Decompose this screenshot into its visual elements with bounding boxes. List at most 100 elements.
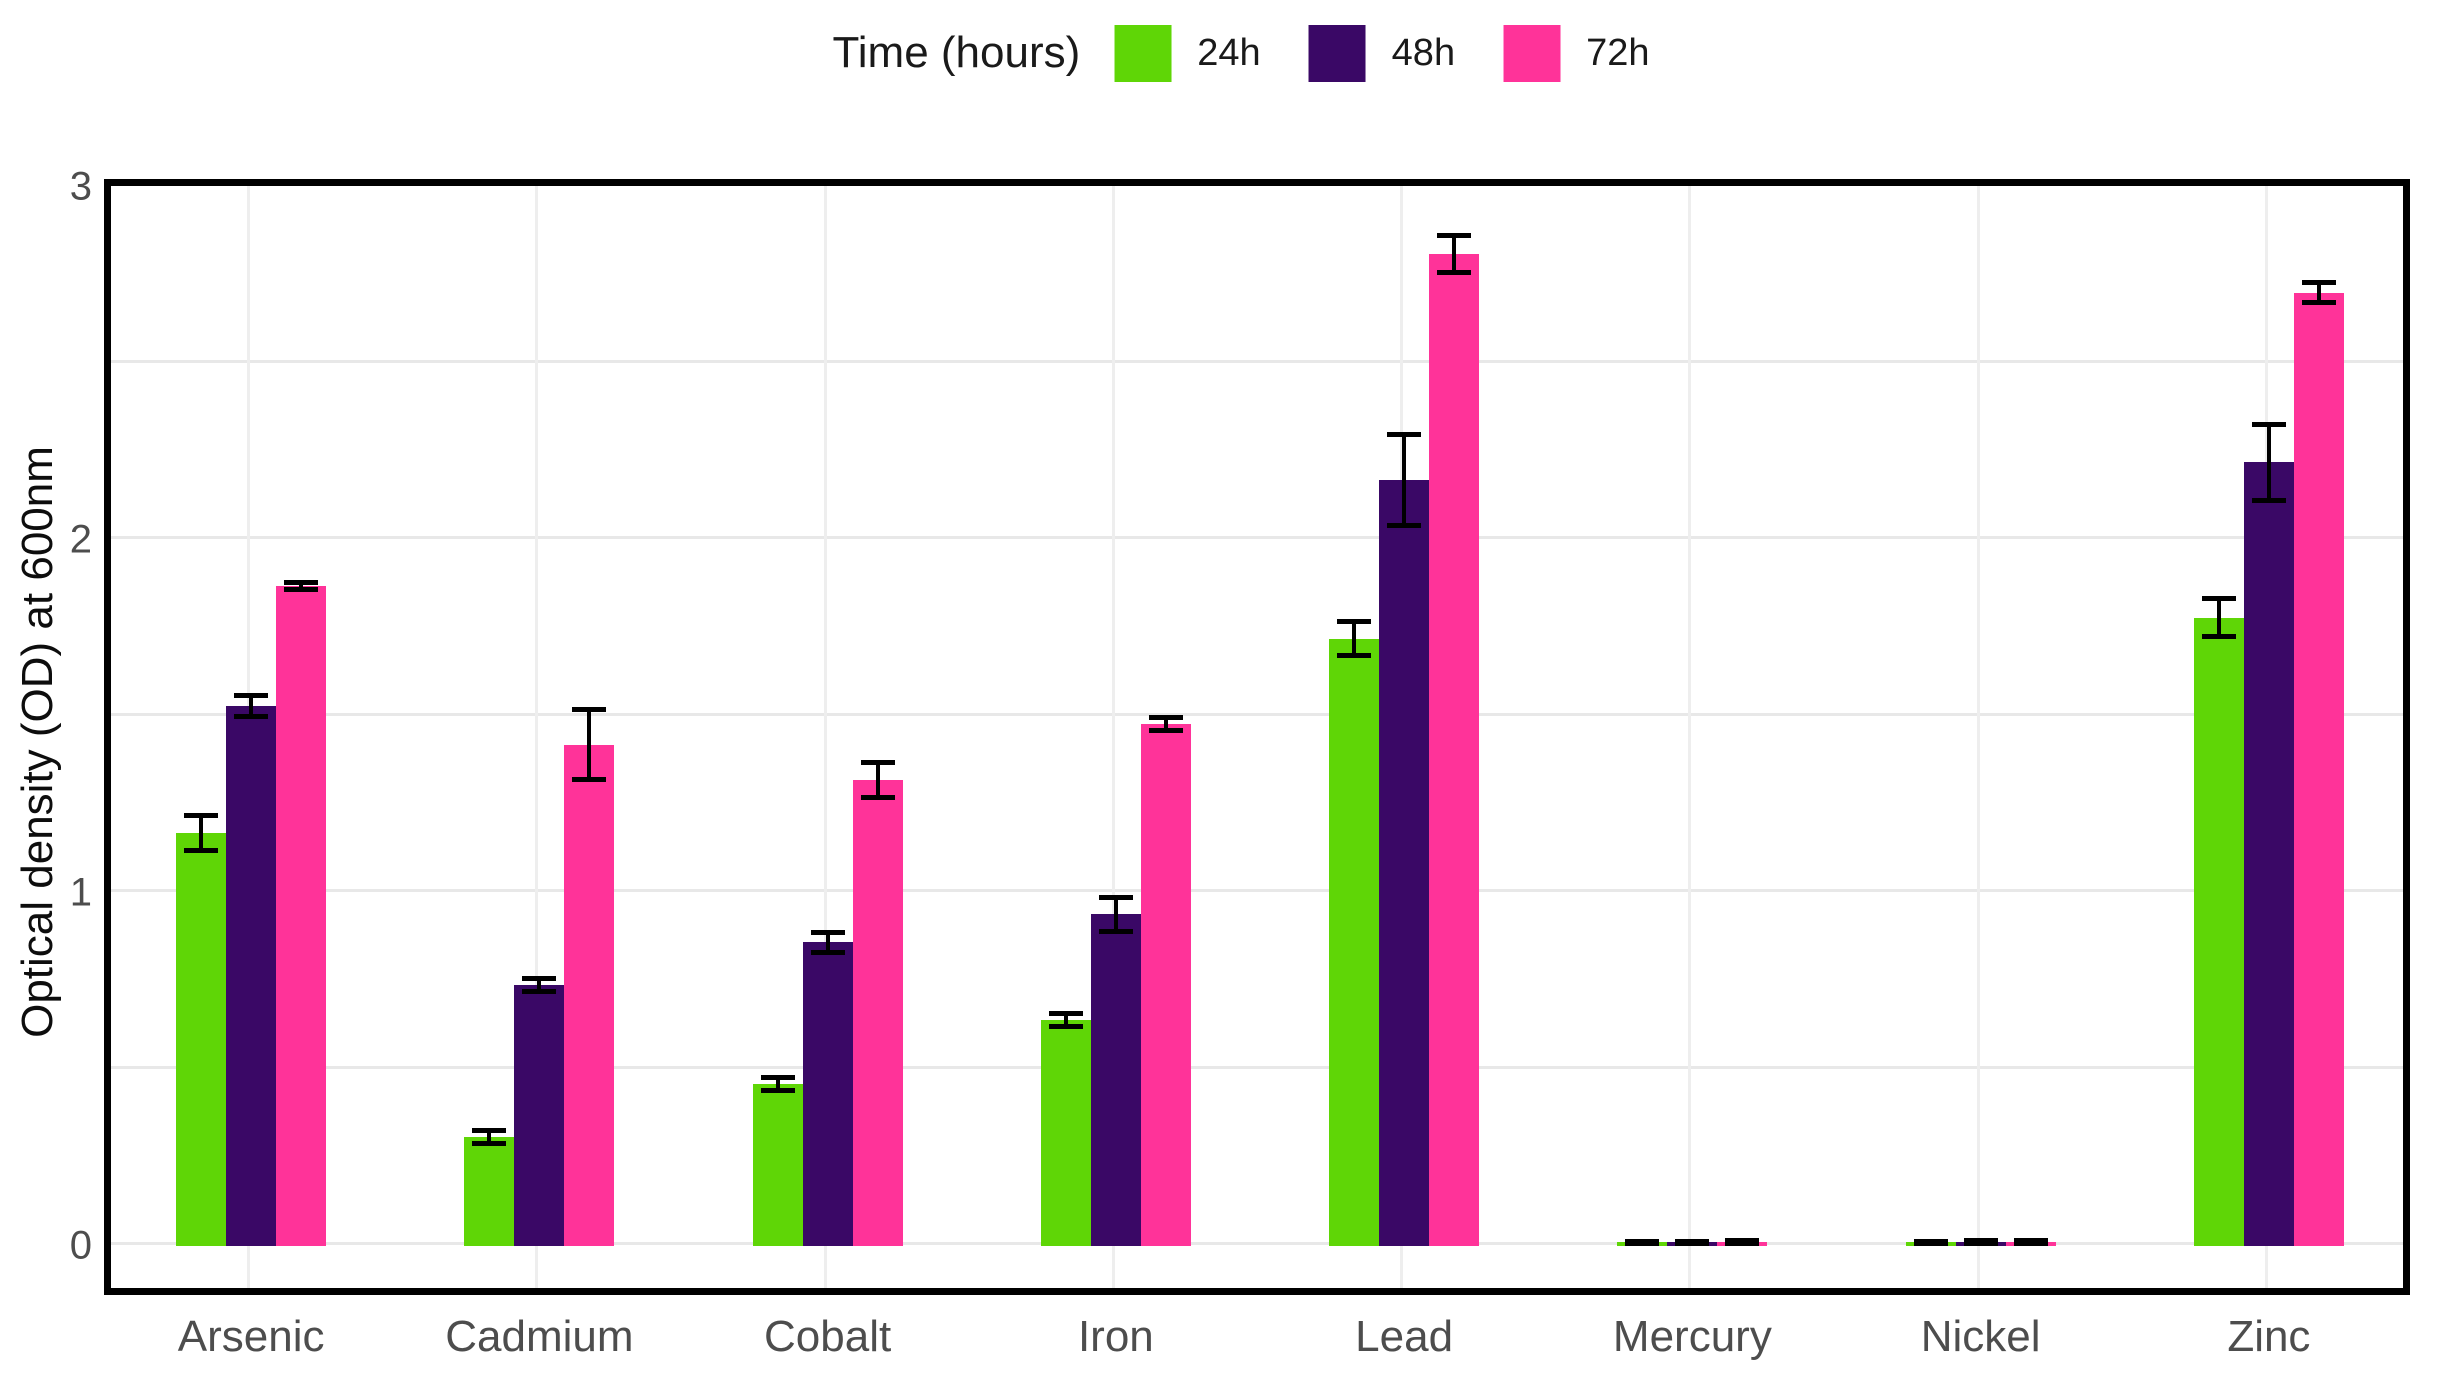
legend-title: Time (hours) bbox=[832, 28, 1081, 77]
bar-48h-cobalt bbox=[802, 942, 853, 1246]
legend-label-72h: 72h bbox=[1586, 31, 1650, 74]
bar-24h-cobalt bbox=[752, 1083, 803, 1246]
error-bar-line bbox=[825, 931, 830, 953]
error-bar-cap-bottom bbox=[2251, 498, 2286, 504]
error-bar-cap-bottom bbox=[1725, 1240, 1760, 1246]
error-bar-cap-top bbox=[522, 975, 557, 981]
error-bar-line bbox=[875, 762, 880, 798]
error-bar-line bbox=[299, 581, 304, 591]
error-bar-cap-top bbox=[472, 1127, 507, 1133]
error-bar-cap-top bbox=[1725, 1237, 1760, 1243]
error-bar-cap-bottom bbox=[1913, 1241, 1948, 1247]
x-tick-label: Zinc bbox=[2227, 1312, 2311, 1361]
error-bar-cap-bottom bbox=[1963, 1240, 1998, 1246]
bar-48h-lead bbox=[1379, 479, 1430, 1246]
error-bar-cap-bottom bbox=[1048, 1024, 1083, 1030]
error-bar-cap-top bbox=[860, 760, 895, 766]
error-bar-line bbox=[1352, 621, 1357, 657]
h-gridline bbox=[111, 1065, 2403, 1069]
bar-72h-arsenic bbox=[276, 585, 327, 1246]
x-tick-label: Cadmium bbox=[445, 1312, 634, 1361]
v-gridline bbox=[535, 186, 539, 1288]
h-gridline bbox=[111, 359, 2403, 363]
error-bar-line bbox=[775, 1076, 780, 1091]
x-tick-label: Cobalt bbox=[764, 1312, 892, 1361]
v-gridline bbox=[823, 186, 827, 1288]
legend-swatch-48h bbox=[1308, 24, 1366, 82]
y-tick-label: 3 bbox=[69, 164, 92, 209]
error-bar-cap-top bbox=[1963, 1237, 1998, 1243]
h-gridline bbox=[111, 536, 2403, 539]
bar-24h-iron bbox=[1040, 1020, 1091, 1246]
y-tick-label: 0 bbox=[69, 1223, 92, 1268]
error-bar-cap-top bbox=[760, 1074, 795, 1080]
error-bar-cap-bottom bbox=[234, 713, 269, 719]
error-bar-cap-bottom bbox=[2013, 1240, 2048, 1246]
error-bar-cap-bottom bbox=[860, 794, 895, 800]
error-bar-cap-top bbox=[1098, 894, 1133, 900]
bar-72h-cobalt bbox=[852, 780, 903, 1246]
error-bar-cap-bottom bbox=[1098, 928, 1133, 934]
error-bar-cap-bottom bbox=[1437, 270, 1472, 276]
error-bar-cap-top bbox=[2013, 1237, 2048, 1243]
plot-panel bbox=[104, 179, 2410, 1295]
error-bar-cap-bottom bbox=[1337, 653, 1372, 659]
error-bar-cap-bottom bbox=[1148, 727, 1183, 733]
error-bar-cap-top bbox=[810, 929, 845, 935]
x-tick-label: Lead bbox=[1355, 1312, 1454, 1361]
bar-48h-arsenic bbox=[226, 705, 277, 1246]
bar-72h-iron bbox=[1140, 723, 1191, 1246]
error-bar-cap-bottom bbox=[472, 1140, 507, 1146]
legend-label-24h: 24h bbox=[1197, 31, 1261, 74]
error-bar-cap-bottom bbox=[1675, 1241, 1710, 1247]
error-bar-line bbox=[1402, 434, 1407, 526]
error-bar-cap-top bbox=[1387, 432, 1422, 438]
error-bar-line bbox=[2216, 598, 2221, 638]
error-bar-cap-bottom bbox=[1387, 522, 1422, 528]
error-bar-line bbox=[1063, 1013, 1068, 1028]
error-bar-cap-bottom bbox=[810, 950, 845, 955]
error-bar-line bbox=[487, 1129, 492, 1144]
y-tick-label: 2 bbox=[69, 517, 92, 562]
v-gridline bbox=[1688, 186, 1692, 1288]
error-bar-cap-top bbox=[572, 707, 607, 713]
error-bar-cap-top bbox=[1675, 1238, 1710, 1244]
bar-24h-zinc bbox=[2193, 617, 2244, 1246]
error-bar-line bbox=[2266, 423, 2271, 502]
bar-72h-zinc bbox=[2293, 292, 2344, 1246]
legend-item-72h: 72h bbox=[1503, 24, 1650, 82]
h-gridline bbox=[111, 889, 2403, 892]
legend-swatch-24h bbox=[1114, 24, 1172, 82]
error-bar-cap-top bbox=[1337, 619, 1372, 625]
legend-item-24h: 24h bbox=[1114, 24, 1261, 82]
legend: Time (hours) 24h 48h 72h bbox=[833, 16, 1698, 90]
error-bar-line bbox=[199, 815, 204, 851]
error-bar-cap-bottom bbox=[184, 847, 219, 853]
v-gridline bbox=[1976, 186, 1980, 1288]
bar-24h-lead bbox=[1329, 638, 1380, 1246]
error-bar-line bbox=[2316, 282, 2321, 304]
error-bar-cap-top bbox=[1148, 714, 1183, 720]
bar-48h-iron bbox=[1090, 914, 1141, 1246]
error-bar-cap-top bbox=[2201, 596, 2236, 602]
error-bar-cap-top bbox=[1048, 1011, 1083, 1017]
bar-72h-cadmium bbox=[564, 744, 615, 1246]
error-bar-cap-top bbox=[2251, 421, 2286, 427]
error-bar-line bbox=[1452, 234, 1457, 274]
error-bar-cap-bottom bbox=[760, 1087, 795, 1093]
h-gridline bbox=[111, 1242, 2403, 1245]
bar-24h-arsenic bbox=[176, 832, 227, 1246]
error-bar-line bbox=[537, 977, 542, 992]
bar-48h-cadmium bbox=[514, 984, 565, 1246]
y-tick-label: 1 bbox=[69, 870, 92, 915]
error-bar-cap-top bbox=[234, 693, 269, 699]
legend-item-48h: 48h bbox=[1308, 24, 1455, 82]
error-bar-line bbox=[1163, 716, 1168, 731]
error-bar-cap-bottom bbox=[1625, 1241, 1660, 1247]
error-bar-cap-bottom bbox=[2301, 300, 2336, 306]
x-tick-label: Iron bbox=[1077, 1312, 1154, 1361]
bar-72h-lead bbox=[1429, 254, 1480, 1246]
bar-48h-zinc bbox=[2243, 462, 2294, 1246]
error-bar-cap-top bbox=[1625, 1238, 1660, 1244]
error-bar-cap-top bbox=[1437, 232, 1472, 238]
